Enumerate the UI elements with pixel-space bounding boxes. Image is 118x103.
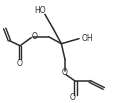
Text: HO: HO bbox=[34, 6, 46, 15]
Text: O: O bbox=[31, 32, 37, 41]
Text: O: O bbox=[62, 68, 68, 77]
Text: O: O bbox=[70, 93, 76, 102]
Text: OH: OH bbox=[82, 34, 93, 43]
Text: O: O bbox=[17, 59, 23, 68]
